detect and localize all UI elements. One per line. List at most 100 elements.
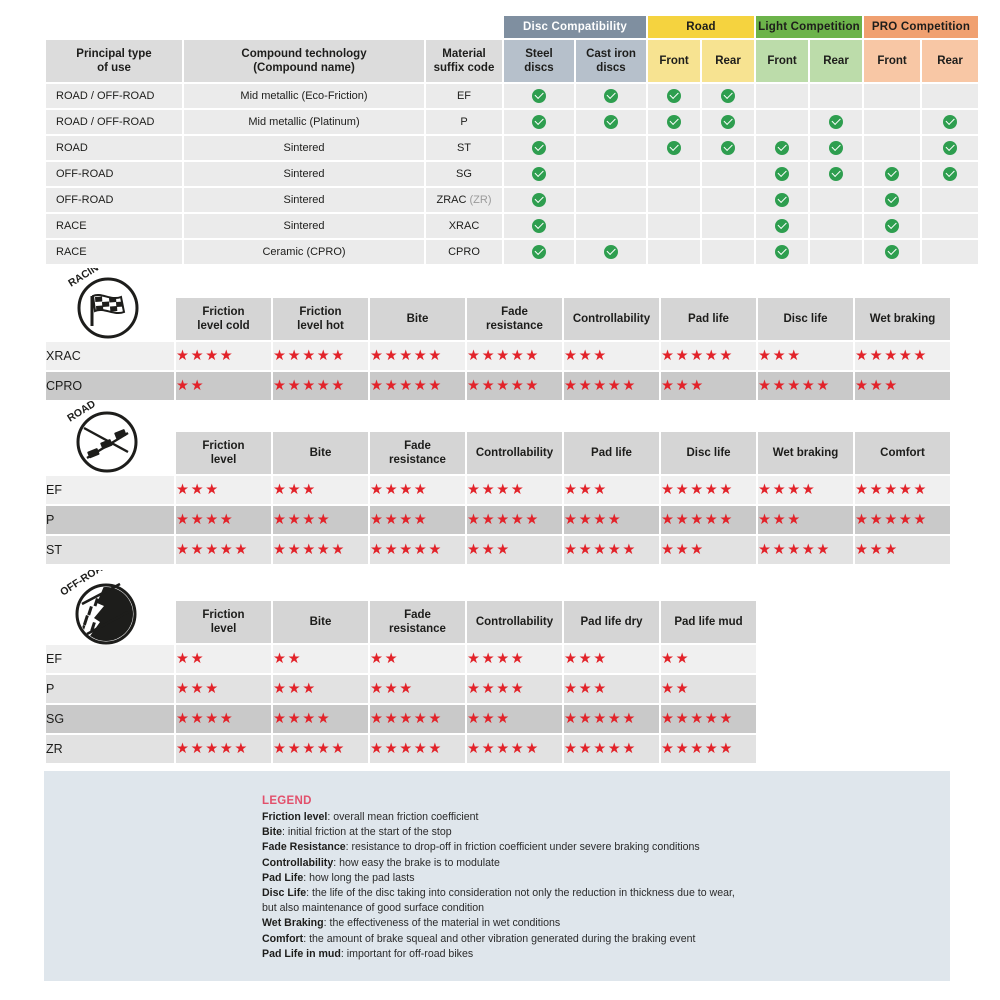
offroad-rating-1-1: ★★★ — [273, 675, 368, 703]
racing-rating-0-0: ★★★★ — [176, 342, 271, 370]
racing-rating-0-5: ★★★★★ — [661, 342, 756, 370]
compat-mark-5-6 — [864, 214, 921, 238]
table-row: ZR ★★★★★ ★★★★★ ★★★★★ ★★★★★ ★★★★★ ★★★★★ — [46, 735, 956, 763]
compat-mark-6-6 — [864, 240, 921, 264]
star-rating: ★★★ — [661, 542, 705, 558]
offroad-row-pad-0 — [758, 645, 956, 673]
compat-mark-2-1 — [576, 136, 647, 160]
check-icon — [943, 141, 958, 155]
compat-header-3: Steel discs — [504, 40, 574, 82]
compat-mark-4-7 — [922, 188, 979, 212]
offroad-row-label-0: EF — [46, 645, 174, 673]
compatibility-body: ROAD / OFF-ROAD Mid metallic (Eco-Frictio… — [46, 84, 979, 264]
road-header-5: Disc life — [661, 432, 756, 474]
compat-mark-6-1 — [576, 240, 647, 264]
racing-header-spacer — [46, 298, 174, 340]
table-row: XRAC ★★★★ ★★★★★ ★★★★★ ★★★★★ ★★★ ★★★★★ ★★★ ★★★★★ — [46, 342, 950, 370]
check-icon — [604, 115, 618, 129]
offroad-rating-2-3: ★★★ — [467, 705, 562, 733]
star-rating: ★★★ — [273, 482, 317, 498]
compat-mark-6-0 — [504, 240, 574, 264]
offroad-badge: OFF-ROAD — [58, 558, 146, 648]
legend-term: Comfort — [262, 932, 304, 945]
group-road: Road — [648, 16, 755, 38]
check-icon — [829, 115, 844, 129]
star-rating: ★★★ — [467, 542, 511, 558]
star-rating: ★★★★★ — [467, 378, 540, 394]
check-icon — [532, 219, 546, 233]
compat-use-4: OFF-ROAD — [46, 188, 182, 212]
road-rating-1-3: ★★★★★ — [467, 506, 562, 534]
legend-item-3: Controllability: how easy the brake is t… — [262, 856, 500, 869]
compat-mark-1-3 — [702, 110, 755, 134]
compat-mark-0-3 — [702, 84, 755, 108]
road-header-1: Bite — [273, 432, 368, 474]
check-icon — [721, 89, 736, 103]
offroad-rating-0-0: ★★ — [176, 645, 271, 673]
compat-header-7: Front — [756, 40, 809, 82]
compat-mark-3-3 — [702, 162, 755, 186]
star-rating: ★★★★ — [370, 482, 429, 498]
racing-rating-1-2: ★★★★★ — [370, 372, 465, 400]
check-icon — [943, 167, 958, 181]
group-light-competition: Light Competition — [756, 16, 863, 38]
offroad-rating-2-2: ★★★★★ — [370, 705, 465, 733]
table-row: P ★★★ ★★★ ★★★ ★★★★ ★★★ ★★ — [46, 675, 956, 703]
compat-code-0: EF — [426, 84, 502, 108]
star-rating: ★★★ — [564, 651, 608, 667]
compat-use-1: ROAD / OFF-ROAD — [46, 110, 182, 134]
check-icon — [667, 89, 682, 103]
legend-term: Friction level — [262, 811, 328, 823]
star-rating: ★★ — [176, 651, 206, 667]
compat-mark-1-2 — [648, 110, 701, 134]
offroad-header-5: Pad life mud — [661, 601, 756, 643]
table-row: EF ★★ ★★ ★★ ★★★★ ★★★ ★★ — [46, 645, 956, 673]
compat-code-4: ZRAC (ZR) — [426, 188, 502, 212]
compat-mark-3-5 — [810, 162, 863, 186]
road-rating-0-4: ★★★ — [564, 476, 659, 504]
road-rating-0-7: ★★★★★ — [855, 476, 950, 504]
road-rating-0-0: ★★★ — [176, 476, 271, 504]
group-spacer — [46, 16, 502, 38]
racing-header-row: Friction level cold Friction level hot Bite F… — [46, 298, 950, 340]
road-rating-2-5: ★★★ — [661, 536, 756, 564]
star-rating: ★★★★★ — [564, 542, 637, 558]
star-rating: ★★★★★ — [661, 348, 734, 364]
offroad-rating-1-0: ★★★ — [176, 675, 271, 703]
racing-rating-1-4: ★★★★★ — [564, 372, 659, 400]
road-rating-1-7: ★★★★★ — [855, 506, 950, 534]
offroad-rating-0-1: ★★ — [273, 645, 368, 673]
compat-header-2: Material suffix code — [426, 40, 502, 82]
road-header-0: Friction level — [176, 432, 271, 474]
star-rating: ★★★★ — [176, 348, 235, 364]
compat-code-alt-4: (ZR) — [466, 194, 492, 206]
compat-mark-0-5 — [810, 84, 863, 108]
compat-code-6: CPRO — [426, 240, 502, 264]
compat-mark-0-6 — [864, 84, 921, 108]
racing-header-4: Controllability — [564, 298, 659, 340]
check-icon — [532, 167, 546, 181]
check-icon — [775, 167, 790, 181]
star-rating: ★★★★★ — [758, 542, 831, 558]
compat-header-8: Rear — [810, 40, 863, 82]
compat-header-6: Rear — [702, 40, 755, 82]
offroad-row-label-1: P — [46, 675, 174, 703]
offroad-row-pad-1 — [758, 675, 956, 703]
road-header-3: Controllability — [467, 432, 562, 474]
table-row: ST ★★★★★ ★★★★★ ★★★★★ ★★★ ★★★★★ ★★★ ★★★★★ ★★★ — [46, 536, 950, 564]
compat-mark-5-7 — [922, 214, 979, 238]
road-rating-0-6: ★★★★ — [758, 476, 853, 504]
star-rating: ★★★ — [564, 348, 608, 364]
legend-item-9: Pad Life in mud: important for off-road … — [262, 947, 474, 960]
compat-mark-5-0 — [504, 214, 574, 238]
legend-title: LEGEND — [262, 795, 312, 807]
offroad-row-pad-2 — [758, 705, 956, 733]
compat-mark-4-2 — [648, 188, 701, 212]
legend-item-2: Fade Resistance: resistance to drop-off … — [262, 841, 700, 854]
compat-mark-4-5 — [810, 188, 863, 212]
compat-mark-6-5 — [810, 240, 863, 264]
road-rating-1-4: ★★★★ — [564, 506, 659, 534]
offroad-rating-2-1: ★★★★ — [273, 705, 368, 733]
star-rating: ★★★★★ — [855, 348, 928, 364]
compat-mark-0-2 — [648, 84, 701, 108]
